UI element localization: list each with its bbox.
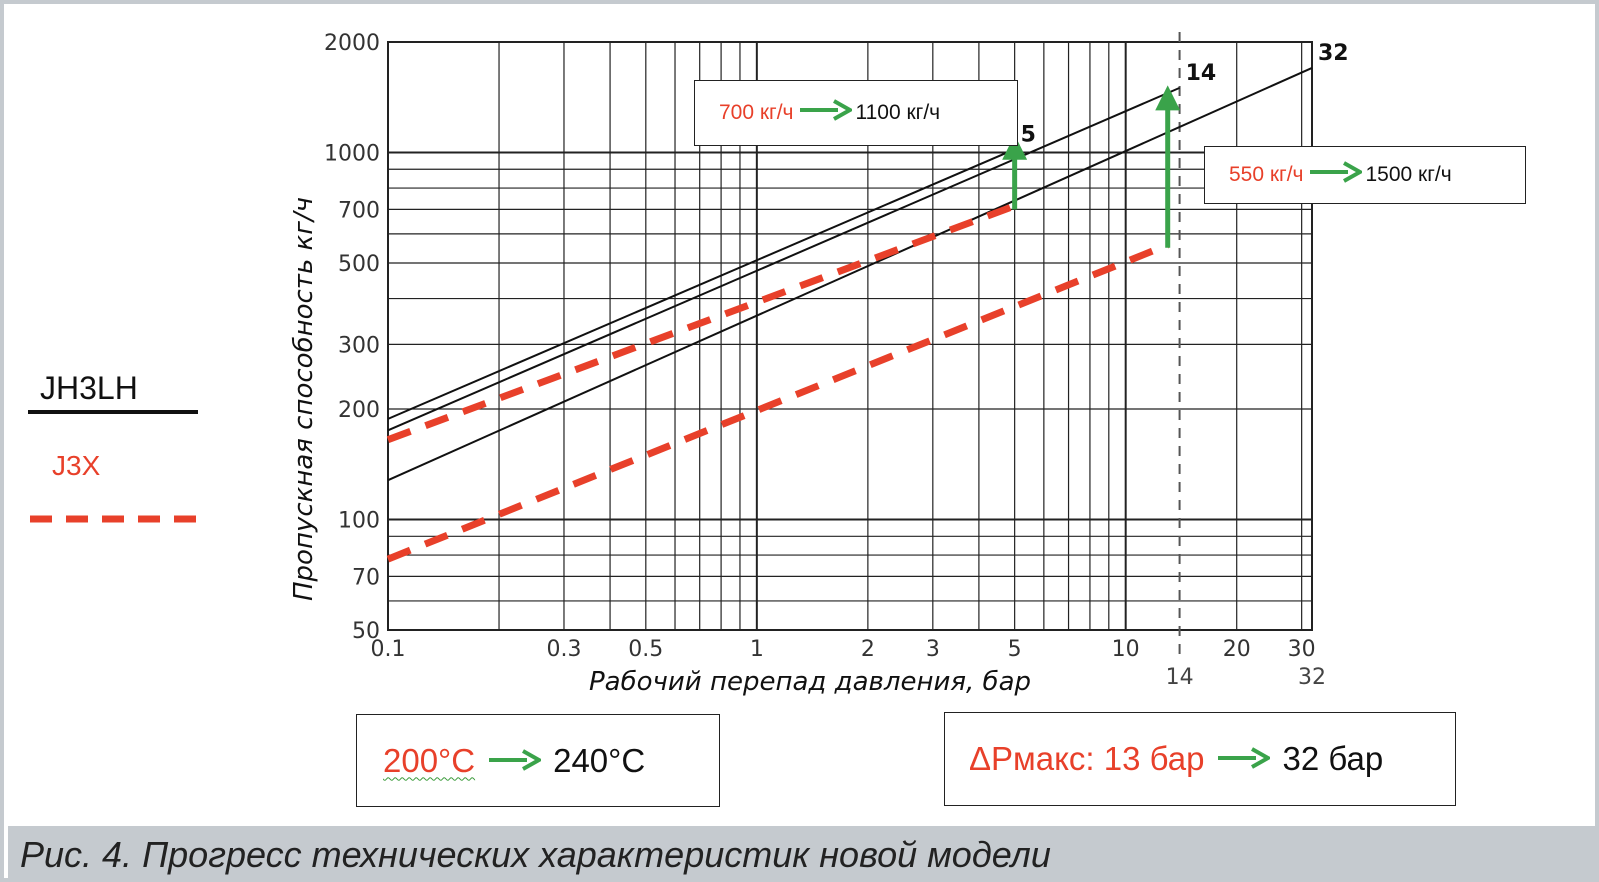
x-tick-label: 30 bbox=[1288, 637, 1316, 662]
y-tick-label: 70 bbox=[352, 565, 380, 590]
legend-jh3lh-label: JH3LH bbox=[40, 370, 138, 406]
plot-area bbox=[387, 41, 1313, 631]
legend-j3x-label: J3X bbox=[52, 450, 101, 481]
y-tick-label: 50 bbox=[352, 619, 380, 644]
y-tick-label: 300 bbox=[338, 333, 380, 358]
j3x-line-3 bbox=[386, 202, 1016, 443]
x-tick-label: 1 bbox=[750, 637, 764, 662]
jh3lh-line-5 bbox=[387, 148, 1016, 420]
x-tick-label: 3 bbox=[926, 637, 940, 662]
extra-x-label: 14 bbox=[1166, 665, 1194, 690]
x-tick-label: 0.1 bbox=[371, 637, 406, 662]
y-axis-label: Пропускная способность кг/ч bbox=[289, 197, 319, 601]
x-tick-label: 10 bbox=[1112, 637, 1140, 662]
y-tick-label: 200 bbox=[338, 398, 380, 423]
j3x-line-4 bbox=[386, 241, 1170, 563]
arrow-right-icon bbox=[1216, 740, 1273, 778]
arrow-right-icon bbox=[798, 99, 854, 127]
x-tick-label: 20 bbox=[1223, 637, 1251, 662]
jh3lh-line-14 bbox=[387, 86, 1180, 432]
flow-increase-box-14: 550 кг/ч 1500 кг/ч bbox=[1204, 146, 1526, 204]
x-axis-label: Рабочий перепад давления, бар bbox=[589, 667, 1031, 697]
pressure-increase-box: ΔPмакс: 13 бар 32 бар bbox=[944, 712, 1456, 806]
x-tick-label: 0.5 bbox=[628, 637, 663, 662]
pressure-to-value: 32 бар bbox=[1282, 740, 1384, 777]
y-tick-label: 2000 bbox=[324, 31, 380, 56]
flow-from-value: 700 кг/ч bbox=[719, 101, 794, 124]
series-label-32: 32 bbox=[1318, 41, 1349, 66]
temp-from-value: 200°C bbox=[383, 741, 476, 779]
pressure-from-value: ΔPмакс: 13 бар bbox=[969, 740, 1205, 777]
legend-swatches bbox=[28, 410, 198, 523]
flow-increase-box-5: 700 кг/ч 1100 кг/ч bbox=[694, 80, 1018, 146]
y-tick-label: 100 bbox=[338, 509, 380, 534]
series-label-5: 5 bbox=[1021, 122, 1036, 147]
extra-x-label: 32 bbox=[1298, 665, 1326, 690]
flow-to-value: 1500 кг/ч bbox=[1365, 163, 1452, 186]
temp-to-value: 240°C bbox=[553, 741, 646, 779]
flow-to-value: 1100 кг/ч bbox=[855, 101, 941, 124]
jh3lh-line-32 bbox=[387, 66, 1313, 482]
y-tick-label: 700 bbox=[338, 198, 380, 223]
series-label-14: 14 bbox=[1186, 61, 1217, 86]
temperature-increase-box: 200°C 240°C bbox=[356, 714, 720, 807]
caption-bar: Рис. 4. Прогресс технических характерист… bbox=[8, 826, 1599, 882]
x-tick-label: 0.3 bbox=[546, 637, 581, 662]
arrow-right-icon bbox=[487, 742, 544, 780]
y-tick-label: 1000 bbox=[324, 141, 380, 166]
y-tick-label: 500 bbox=[338, 252, 380, 277]
flow-from-value: 550 кг/ч bbox=[1229, 163, 1304, 186]
x-tick-label: 2 bbox=[861, 637, 875, 662]
figure-caption: Рис. 4. Прогресс технических характерист… bbox=[20, 834, 1051, 875]
x-tick-label: 5 bbox=[1008, 637, 1022, 662]
arrow-right-icon bbox=[1308, 161, 1364, 189]
